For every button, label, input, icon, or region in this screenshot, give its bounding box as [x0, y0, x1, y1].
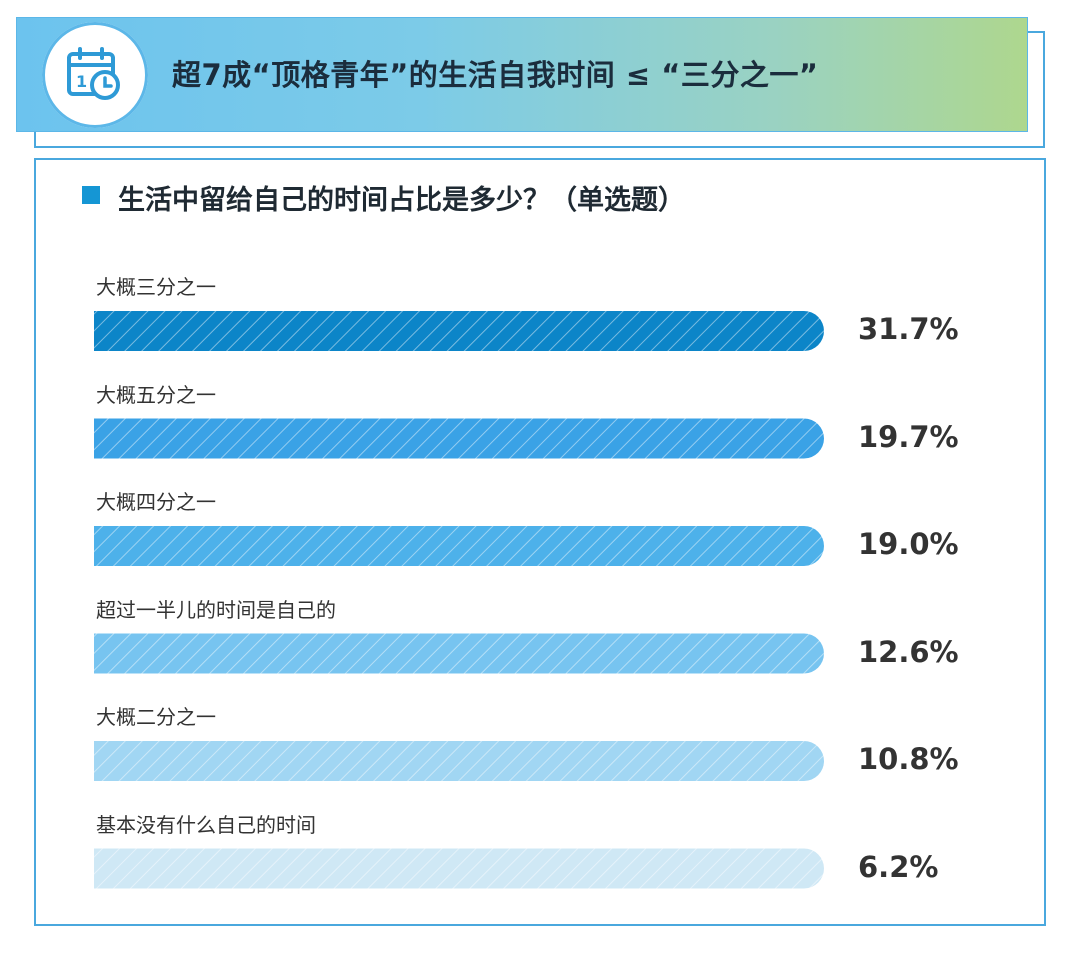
- calendar-clock-icon: 1: [42, 22, 148, 128]
- bar-6: [94, 848, 824, 889]
- value-label: 6.2%: [858, 849, 939, 884]
- category-label: 大概五分之一: [96, 382, 216, 407]
- bar-3: [94, 526, 824, 566]
- page-title: 超7成“顶格青年”的生活自我时间 ≤ “三分之一”: [172, 58, 819, 92]
- value-label: 10.8%: [858, 742, 959, 776]
- header-banner: [16, 17, 1028, 132]
- category-label: 大概四分之一: [96, 490, 216, 514]
- category-label: 超过一半儿的时间是自己的: [96, 597, 336, 622]
- category-label: 基本没有什么自己的时间: [96, 812, 316, 837]
- bar-1: [94, 311, 824, 351]
- category-label: 大概二分之一: [96, 705, 216, 729]
- bar-4: [94, 633, 824, 674]
- value-label: 12.6%: [858, 634, 959, 669]
- bar-2: [94, 418, 824, 459]
- question-marker: [82, 186, 100, 204]
- value-label: 31.7%: [858, 312, 959, 346]
- value-label: 19.0%: [858, 527, 959, 561]
- category-label: 大概三分之一: [96, 275, 216, 299]
- bar-5: [94, 741, 824, 781]
- question-title: 生活中留给自己的时间占比是多少？（单选题）: [118, 185, 685, 216]
- value-label: 19.7%: [858, 419, 959, 454]
- svg-text:1: 1: [76, 72, 87, 91]
